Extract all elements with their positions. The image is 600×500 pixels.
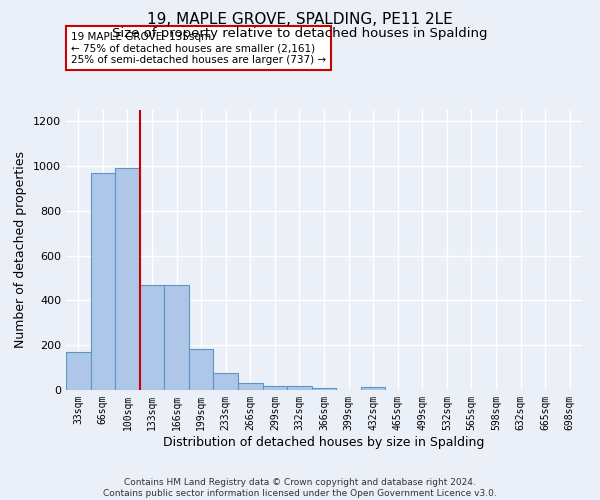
Bar [238,384,263,390]
Bar [115,168,140,390]
Y-axis label: Number of detached properties: Number of detached properties [14,152,28,348]
Bar [91,172,115,390]
Text: 19 MAPLE GROVE: 135sqm
← 75% of detached houses are smaller (2,161)
25% of semi-: 19 MAPLE GROVE: 135sqm ← 75% of detached… [71,32,326,65]
Bar [287,386,312,390]
Bar [214,373,238,390]
X-axis label: Distribution of detached houses by size in Spalding: Distribution of detached houses by size … [163,436,485,448]
Bar [312,388,336,390]
Bar [140,284,164,390]
Bar [189,348,214,390]
Bar [263,386,287,390]
Text: 19, MAPLE GROVE, SPALDING, PE11 2LE: 19, MAPLE GROVE, SPALDING, PE11 2LE [147,12,453,28]
Bar [361,386,385,390]
Text: Contains HM Land Registry data © Crown copyright and database right 2024.
Contai: Contains HM Land Registry data © Crown c… [103,478,497,498]
Bar [164,284,189,390]
Bar [66,352,91,390]
Text: Size of property relative to detached houses in Spalding: Size of property relative to detached ho… [112,28,488,40]
